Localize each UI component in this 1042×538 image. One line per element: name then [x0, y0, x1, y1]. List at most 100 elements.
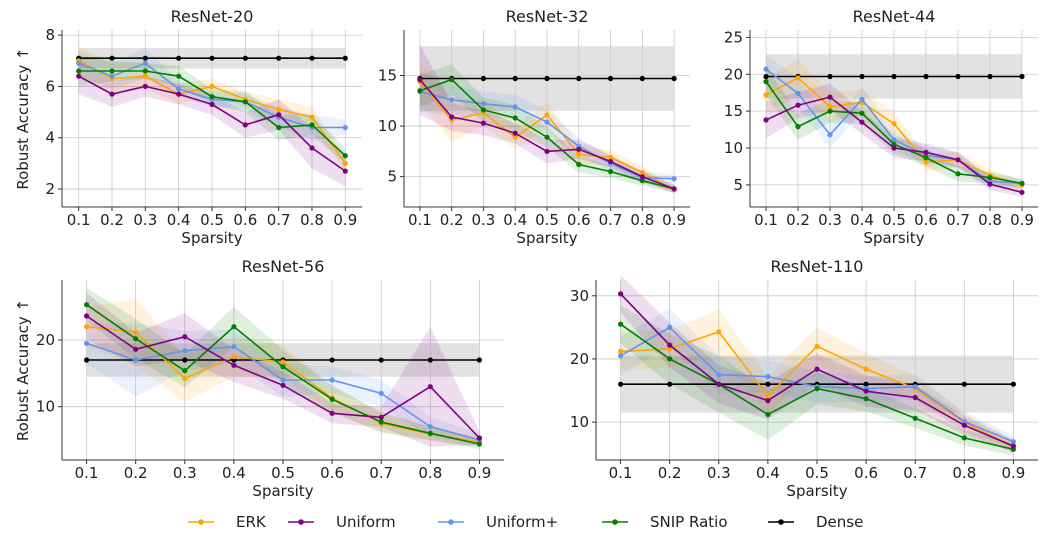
data-point-snip-ratio [231, 324, 237, 330]
x-tick-label: 0.3 [133, 211, 157, 229]
data-point-dense [342, 55, 348, 61]
series-lines [618, 291, 1017, 452]
data-point-erk [863, 366, 869, 372]
data-point-uniform-plus [449, 97, 455, 103]
data-point-dense [987, 73, 993, 80]
data-point-erk [765, 393, 771, 399]
y-tick-label: 2 [45, 180, 55, 198]
data-point-uniform-plus [109, 73, 115, 79]
data-point-uniform-plus [427, 424, 433, 430]
y-tick-label: 20 [724, 65, 743, 83]
data-point-uniform-plus [329, 377, 335, 383]
x-axis-label: Sparsity [181, 229, 242, 247]
data-point-snip-ratio [176, 73, 182, 79]
data-point-uniform [923, 149, 929, 155]
x-tick-label: 0.2 [124, 464, 148, 482]
data-point-uniform-plus [671, 176, 677, 182]
data-point-snip-ratio [576, 161, 582, 168]
x-tick-label: 0.7 [599, 211, 623, 229]
data-point-dense [827, 73, 833, 80]
y-axis-label: Robust Accuracy ↑ [14, 47, 32, 189]
data-point-uniform-plus [176, 86, 182, 92]
data-point-snip-ratio [544, 134, 550, 140]
data-point-uniform [417, 77, 423, 83]
legend-swatch-marker [198, 519, 204, 525]
data-point-erk [763, 92, 769, 98]
band-uniform [620, 274, 1014, 453]
data-point-erk [667, 346, 673, 352]
data-point-erk [814, 343, 820, 349]
data-point-uniform-plus [480, 101, 486, 107]
data-point-dense [923, 73, 929, 80]
legend-label: ERK [236, 513, 267, 531]
data-point-snip-ratio [795, 124, 801, 130]
y-tick-label: 4 [45, 129, 55, 147]
data-point-erk [827, 104, 833, 110]
data-point-dense [84, 357, 90, 363]
data-point-uniform-plus [795, 90, 801, 96]
data-point-snip-ratio [329, 396, 335, 402]
x-tick-label: 0.2 [100, 211, 124, 229]
x-tick-label: 0.7 [369, 464, 393, 482]
data-point-uniform [671, 186, 677, 192]
x-axis-label: Sparsity [252, 482, 313, 500]
data-point-snip-ratio [209, 94, 215, 100]
x-tick-label: 0.3 [472, 211, 496, 229]
data-point-uniform [912, 394, 918, 401]
data-point-uniform-plus [912, 384, 918, 390]
data-point-dense [671, 75, 677, 82]
data-point-dense [1019, 73, 1025, 80]
legend-label: Uniform [336, 513, 396, 531]
data-point-uniform [449, 114, 455, 120]
data-point-dense [576, 75, 582, 82]
data-point-snip-ratio [814, 386, 820, 392]
data-point-uniform [329, 410, 335, 416]
data-point-uniform [987, 181, 993, 187]
y-tick-label: 5 [387, 168, 397, 186]
x-tick-label: 0.4 [222, 464, 246, 482]
data-point-dense [242, 55, 248, 61]
chart-panels: 0.1 0.2 0.3 0.4 0.5 0.6 0.7 0.8 0.9 2 4 6 8 ResNet-20… [14, 7, 1038, 500]
x-tick-label: 0.8 [418, 464, 442, 482]
x-tick-label: 0.4 [167, 211, 191, 229]
y-axis-label: Robust Accuracy ↑ [14, 299, 32, 441]
legend-label: Dense [816, 513, 863, 531]
data-point-erk [280, 359, 286, 365]
x-tick-label: 0.9 [1010, 211, 1034, 229]
data-point-uniform-plus [859, 96, 865, 102]
data-point-erk [342, 160, 348, 166]
band-erk [86, 298, 480, 448]
data-point-erk [716, 329, 722, 335]
x-tick-label: 0.7 [946, 211, 970, 229]
data-point-uniform [667, 342, 673, 348]
data-point-snip-ratio [276, 124, 282, 131]
chart-panel-resnet-32: 0.1 0.2 0.3 0.4 0.5 0.6 0.7 0.8 0.9 5 10 15 ResNet-3… [378, 7, 690, 247]
data-point-uniform-plus [618, 353, 624, 359]
data-point-uniform [209, 101, 215, 107]
x-tick-label: 0.8 [978, 211, 1002, 229]
data-point-uniform-plus [84, 340, 90, 346]
series-lines [76, 55, 348, 174]
data-point-uniform [827, 94, 833, 100]
data-point-uniform-plus [961, 418, 967, 425]
data-point-erk [276, 106, 282, 113]
data-point-snip-ratio [309, 122, 315, 128]
data-point-snip-ratio [84, 302, 90, 308]
data-point-uniform [891, 145, 897, 151]
x-tick-label: 0.5 [535, 211, 559, 229]
data-point-dense [142, 55, 148, 61]
data-point-dense [891, 73, 897, 80]
data-point-snip-ratio [863, 396, 869, 402]
x-tick-label: 0.5 [805, 464, 829, 482]
data-point-uniform [84, 313, 90, 319]
data-point-dense [109, 55, 115, 61]
x-tick-label: 0.1 [609, 464, 633, 482]
data-point-erk [309, 114, 315, 120]
data-point-snip-ratio [512, 115, 518, 121]
data-point-dense [618, 381, 624, 387]
x-tick-label: 0.9 [333, 211, 357, 229]
data-point-dense [667, 381, 673, 387]
data-point-erk [84, 324, 90, 330]
data-point-uniform-plus [1010, 439, 1017, 445]
data-point-uniform-plus [716, 372, 722, 378]
